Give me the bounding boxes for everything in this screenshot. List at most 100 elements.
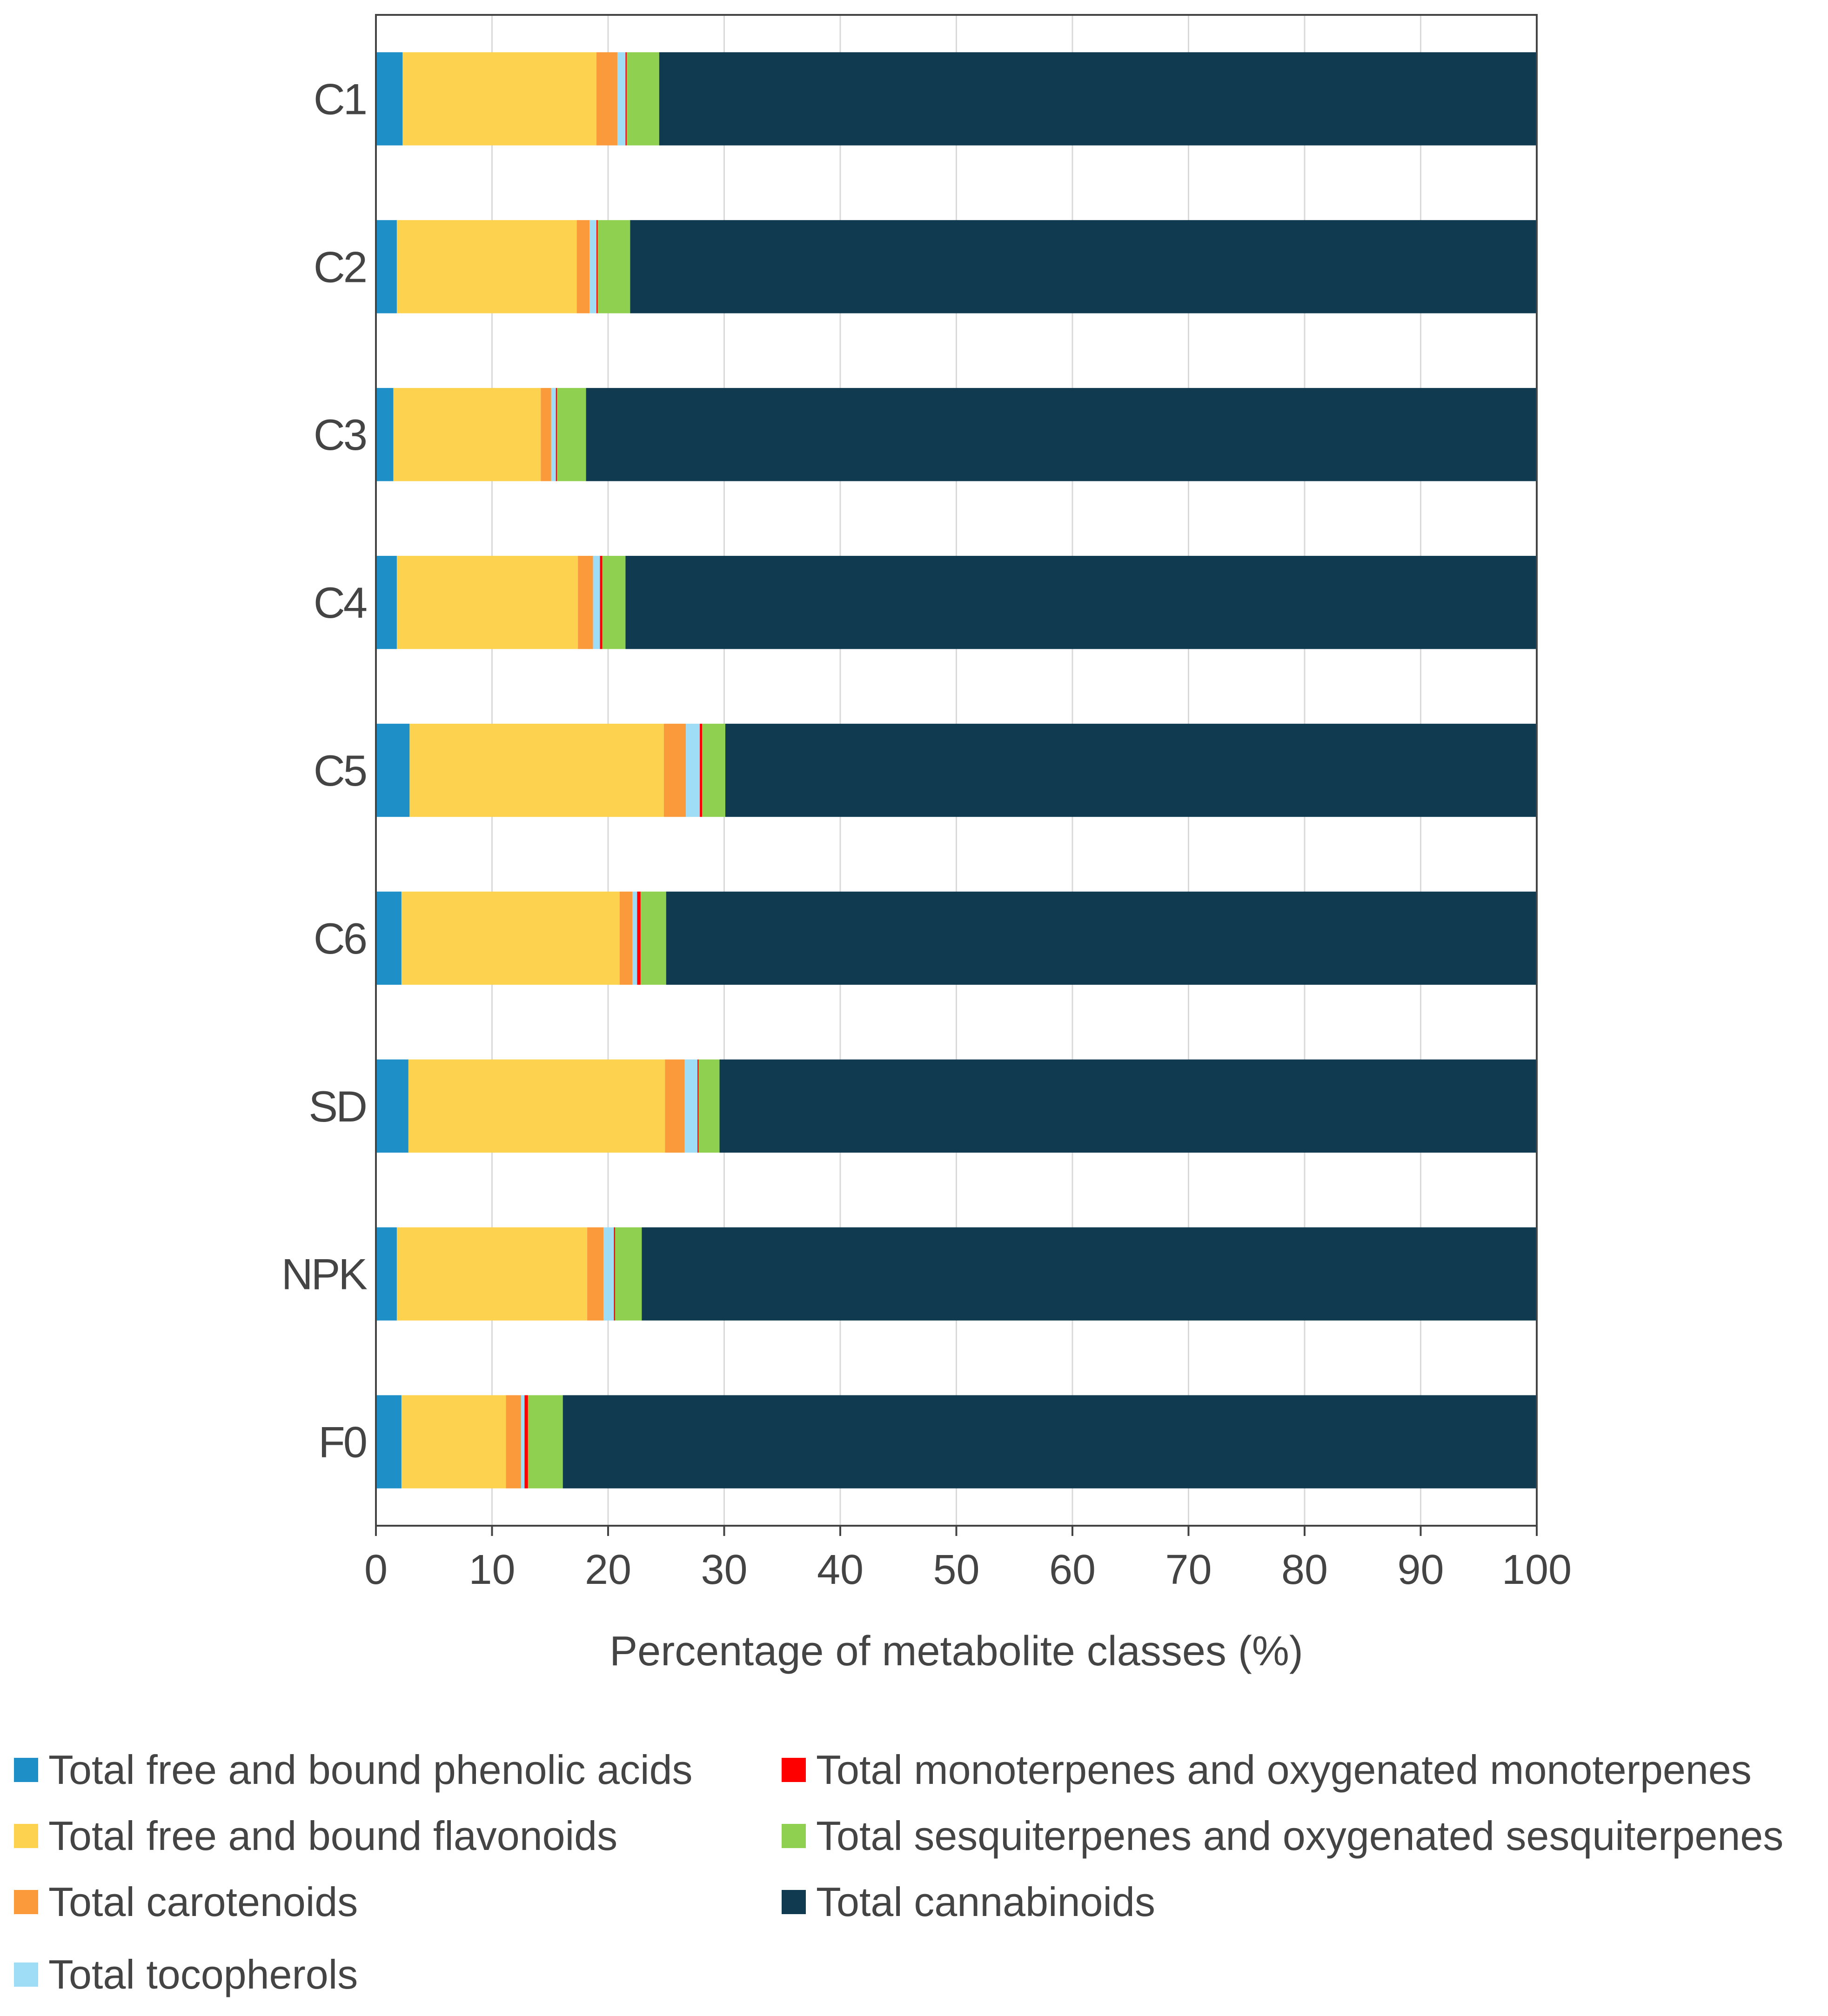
legend-swatch: [782, 1824, 806, 1848]
x-tick-label: 70: [1165, 1547, 1212, 1593]
bar-segment-c1-series-3: [617, 52, 626, 146]
legend-item: Total tocopherols: [14, 1947, 358, 2003]
y-category-label: C5: [314, 746, 366, 795]
bar-segment-npk-series-4: [614, 1227, 615, 1321]
bar-segment-c3-series-4: [556, 388, 557, 481]
bar-segment-npk-series-2: [587, 1227, 604, 1321]
bar-segment-c3-series-5: [557, 388, 586, 481]
bar-segment-c5-series-0: [376, 723, 410, 817]
bar-segment-c6-series-6: [666, 891, 1537, 985]
bar-segment-sd-series-3: [684, 1059, 698, 1153]
bar-segment-sd-series-4: [697, 1059, 699, 1153]
bar-segment-c4-series-1: [396, 555, 578, 649]
legend-item: Total cannabinoids: [782, 1874, 1155, 1930]
bar-segment-npk-series-0: [376, 1227, 397, 1321]
legend-swatch: [782, 1890, 806, 1914]
bar-segment-c4-series-3: [593, 555, 600, 649]
ticks-layer: 0 10 20 30 40 50 60 70 80 90 100: [364, 1526, 1572, 1593]
bar-segment-c3-series-2: [541, 388, 551, 481]
x-tick-label: 0: [364, 1547, 388, 1593]
bar-segment-c1-series-0: [376, 52, 403, 146]
x-tick-label: 30: [701, 1547, 747, 1593]
bar-segment-sd-series-0: [376, 1059, 408, 1153]
bar-segment-c3-series-0: [376, 388, 394, 481]
bar-segment-c6-series-4: [637, 891, 641, 985]
x-axis-title: Percentage of metabolite classes (%): [609, 1628, 1303, 1675]
y-category-label: C4: [314, 578, 367, 627]
bar-segment-c3-series-1: [393, 388, 541, 481]
bar-segment-c5-series-4: [700, 723, 703, 817]
x-tick-label: 50: [933, 1547, 979, 1593]
bar-segment-c4-series-5: [602, 555, 626, 649]
y-category-label: C2: [314, 242, 366, 291]
legend-item: Total carotenoids: [14, 1874, 358, 1930]
bar-segment-c2-series-3: [589, 220, 597, 314]
bar-segment-f0-series-6: [562, 1395, 1537, 1489]
x-tick-label: 20: [585, 1547, 631, 1593]
y-category-label: NPK: [281, 1250, 368, 1299]
bar-segment-npk-series-1: [396, 1227, 588, 1321]
bar-segment-c5-series-1: [409, 723, 664, 817]
bar-segment-c5-series-2: [663, 723, 686, 817]
bar-segment-c6-series-1: [401, 891, 620, 985]
legend-item: Total sesquiterpenes and oxygenated sesq…: [782, 1808, 1783, 1864]
bar-segment-c2-series-4: [596, 220, 598, 314]
bar-segment-npk-series-6: [642, 1227, 1537, 1321]
legend: Total free and bound phenolic acids Total…: [14, 1742, 1819, 2003]
bar-segment-c2-series-0: [376, 220, 397, 314]
bar-segment-c6-series-3: [632, 891, 637, 985]
x-tick-label: 100: [1502, 1547, 1572, 1593]
bar-segment-f0-series-0: [376, 1395, 402, 1489]
legend-label: Total free and bound flavonoids: [48, 1813, 618, 1859]
bar-segment-sd-series-1: [408, 1059, 665, 1153]
legend-label: Total free and bound phenolic acids: [48, 1747, 693, 1793]
y-category-label: F0: [318, 1418, 366, 1467]
bar-segment-f0-series-2: [506, 1395, 521, 1489]
bar-segment-c4-series-4: [600, 555, 603, 649]
bar-segment-c5-series-5: [702, 723, 725, 817]
bar-segment-npk-series-5: [615, 1227, 642, 1321]
bar-segment-c4-series-0: [376, 555, 397, 649]
bar-segment-f0-series-5: [528, 1395, 563, 1489]
bar-segment-c6-series-2: [619, 891, 633, 985]
legend-swatch: [14, 1890, 38, 1914]
legend-label: Total cannabinoids: [816, 1879, 1155, 1925]
legend-label: Total monoterpenes and oxygenated monote…: [816, 1747, 1752, 1793]
legend-swatch: [14, 1758, 38, 1782]
bar-segment-c1-series-2: [596, 52, 617, 146]
y-category-label: C6: [314, 914, 366, 963]
y-category-label: C3: [314, 410, 366, 459]
bar-segment-c1-series-1: [402, 52, 597, 146]
bar-segment-c2-series-1: [396, 220, 577, 314]
legend-item: Total free and bound flavonoids: [14, 1808, 617, 1864]
bar-segment-c3-series-6: [586, 388, 1537, 481]
bar-segment-c3-series-3: [551, 388, 556, 481]
legend-item: Total monoterpenes and oxygenated monote…: [782, 1742, 1752, 1798]
x-tick-label: 40: [817, 1547, 864, 1593]
x-tick-label: 80: [1281, 1547, 1328, 1593]
bar-segment-c1-series-4: [625, 52, 627, 146]
bar-segment-sd-series-5: [698, 1059, 720, 1153]
legend-label: Total sesquiterpenes and oxygenated sesq…: [816, 1813, 1784, 1859]
x-tick-label: 10: [469, 1547, 515, 1593]
bar-segment-f0-series-4: [524, 1395, 528, 1489]
bar-segment-c2-series-6: [630, 220, 1537, 314]
y-category-label: C1: [314, 74, 366, 123]
bar-segment-sd-series-6: [719, 1059, 1537, 1153]
bar-segment-c1-series-5: [626, 52, 659, 146]
labels-layer: C1 C2 C3 C4 C5 C6 SD NPK F0: [281, 74, 369, 1467]
bar-segment-c4-series-2: [578, 555, 593, 649]
bar-segment-c2-series-2: [576, 220, 590, 314]
bar-segment-f0-series-1: [401, 1395, 506, 1489]
x-tick-label: 60: [1049, 1547, 1096, 1593]
bar-segment-c6-series-5: [640, 891, 666, 985]
legend-swatch: [14, 1824, 38, 1848]
bar-segment-c5-series-3: [686, 723, 700, 817]
legend-item: Total free and bound phenolic acids: [14, 1742, 693, 1798]
x-tick-label: 90: [1397, 1547, 1444, 1593]
legend-swatch: [14, 1963, 38, 1987]
bar-segment-c4-series-6: [625, 555, 1537, 649]
legend-swatch: [782, 1758, 806, 1782]
bar-segment-npk-series-3: [603, 1227, 614, 1321]
